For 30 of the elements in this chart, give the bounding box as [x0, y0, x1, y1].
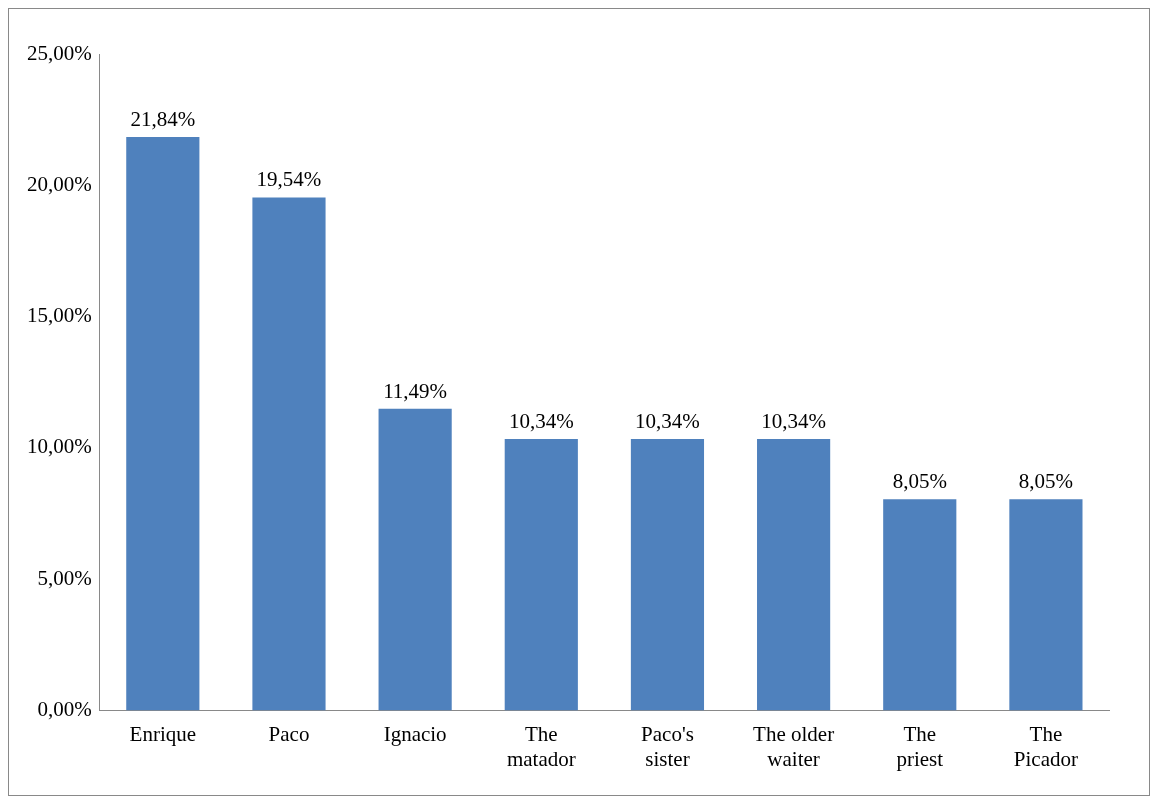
x-tick-label: The priest — [896, 721, 944, 771]
y-tick-label: 0,00% — [37, 697, 92, 722]
y-tick-label: 5,00% — [37, 565, 92, 590]
bar — [378, 408, 452, 711]
data-label: 11,49% — [383, 378, 448, 403]
x-tick-label: The older waiter — [753, 721, 835, 771]
data-label: 10,34% — [635, 409, 700, 434]
data-label: 19,54% — [256, 167, 322, 192]
x-tick-label: Paco's sister — [641, 721, 694, 771]
x-tick-label: Enrique — [129, 721, 197, 746]
data-label: 10,34% — [761, 409, 826, 434]
data-label: 8,05% — [1018, 469, 1074, 494]
x-tick-label: The matador — [506, 721, 576, 771]
bar — [1009, 499, 1083, 711]
data-label: 10,34% — [508, 409, 574, 434]
y-tick-label: 10,00% — [26, 434, 92, 459]
bar — [757, 439, 831, 711]
x-tick-label: Paco — [268, 721, 310, 746]
x-tick-label: The Picador — [1013, 721, 1078, 771]
y-tick-label: 20,00% — [26, 171, 92, 196]
y-tick-label: 25,00% — [26, 40, 92, 65]
bar — [504, 439, 578, 711]
bar — [252, 197, 326, 711]
bar — [630, 439, 705, 711]
data-label: 8,05% — [892, 469, 947, 494]
data-label: 21,84% — [130, 107, 196, 132]
y-tick-label: 15,00% — [26, 303, 92, 328]
x-tick-label: Ignacio — [383, 721, 447, 746]
bar — [883, 499, 957, 711]
bar — [126, 136, 200, 711]
